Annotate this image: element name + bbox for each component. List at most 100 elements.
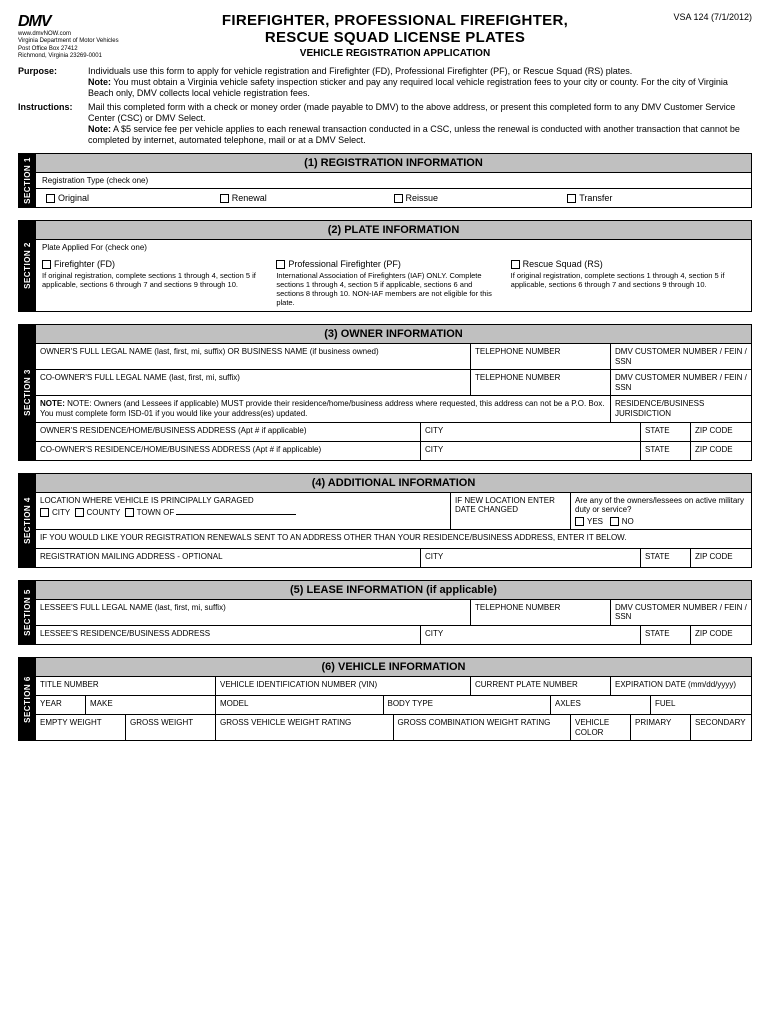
checkbox-no[interactable] bbox=[610, 517, 619, 526]
opt-renewal: Renewal bbox=[232, 193, 267, 203]
lessee-zip-label: ZIP CODE bbox=[691, 626, 751, 644]
owner-zip-label: ZIP CODE bbox=[691, 423, 751, 441]
title-line2: RESCUE SQUAD LICENSE PLATES bbox=[138, 29, 652, 46]
section-4: SECTION 4 (4) ADDITIONAL INFORMATION LOC… bbox=[18, 473, 752, 568]
section-1-header: (1) REGISTRATION INFORMATION bbox=[36, 154, 751, 173]
gvwr-label: GROSS VEHICLE WEIGHT RATING bbox=[216, 715, 394, 740]
checkbox-fd[interactable] bbox=[42, 260, 51, 269]
coowner-city-label: CITY bbox=[421, 442, 641, 460]
section-2-tab: SECTION 2 bbox=[23, 243, 32, 290]
year-label: YEAR bbox=[36, 696, 86, 714]
no-opt: NO bbox=[622, 517, 634, 526]
renewal-note: IF YOU WOULD LIKE YOUR REGISTRATION RENE… bbox=[36, 530, 751, 548]
title-no-label: TITLE NUMBER bbox=[36, 677, 216, 695]
intro-block: Purpose: Individuals use this form to ap… bbox=[18, 66, 752, 147]
agency1: Virginia Department of Motor Vehicles bbox=[18, 38, 138, 45]
newloc-label: IF NEW LOCATION ENTER DATE CHANGED bbox=[451, 493, 571, 529]
lessee-dmv-label: DMV CUSTOMER NUMBER / FEIN / SSN bbox=[611, 600, 751, 625]
vin-label: VEHICLE IDENTIFICATION NUMBER (VIN) bbox=[216, 677, 471, 695]
title-block: FIREFIGHTER, PROFESSIONAL FIREFIGHTER, R… bbox=[138, 12, 652, 59]
opt-transfer: Transfer bbox=[579, 193, 612, 203]
checkbox-renewal[interactable] bbox=[220, 194, 229, 203]
checkbox-original[interactable] bbox=[46, 194, 55, 203]
mail-city-label: CITY bbox=[421, 549, 641, 567]
section-6: SECTION 6 (6) VEHICLE INFORMATION TITLE … bbox=[18, 657, 752, 741]
lessee-state-label: STATE bbox=[641, 626, 691, 644]
purpose-note: You must obtain a Virginia vehicle safet… bbox=[88, 77, 728, 98]
coowner-dmv-label: DMV CUSTOMER NUMBER / FEIN / SSN bbox=[611, 370, 751, 395]
yes-opt: YES bbox=[587, 517, 603, 526]
form-number: VSA 124 (7/1/2012) bbox=[652, 12, 752, 22]
header: DMV www.dmvNOW.com Virginia Department o… bbox=[18, 12, 752, 60]
purpose-label: Purpose: bbox=[18, 66, 88, 100]
agency2: Post Office Box 27412 bbox=[18, 46, 138, 53]
owner-city-label: CITY bbox=[421, 423, 641, 441]
checkbox-transfer[interactable] bbox=[567, 194, 576, 203]
section-2-header: (2) PLATE INFORMATION bbox=[36, 221, 751, 240]
coowner-name-label: CO-OWNER'S FULL LEGAL NAME (last, first,… bbox=[36, 370, 471, 395]
owner-state-label: STATE bbox=[641, 423, 691, 441]
opt-reissue: Reissue bbox=[406, 193, 439, 203]
gross-wt-label: GROSS WEIGHT bbox=[126, 715, 216, 740]
purpose-note-label: Note: bbox=[88, 77, 111, 87]
instr-note: A $5 service fee per vehicle applies to … bbox=[88, 124, 740, 145]
plate-rs-sub: If original registration, complete secti… bbox=[511, 271, 735, 289]
instr-label: Instructions: bbox=[18, 102, 88, 147]
url: www.dmvNOW.com bbox=[18, 31, 138, 38]
checkbox-reissue[interactable] bbox=[394, 194, 403, 203]
checkbox-county[interactable] bbox=[75, 508, 84, 517]
coowner-addr-label: CO-OWNER'S RESIDENCE/HOME/BUSINESS ADDRE… bbox=[36, 442, 421, 460]
checkbox-yes[interactable] bbox=[575, 517, 584, 526]
lessee-city-label: CITY bbox=[421, 626, 641, 644]
checkbox-town[interactable] bbox=[125, 508, 134, 517]
lessee-phone-label: TELEPHONE NUMBER bbox=[471, 600, 611, 625]
section-1: SECTION 1 (1) REGISTRATION INFORMATION R… bbox=[18, 153, 752, 208]
coowner-zip-label: ZIP CODE bbox=[691, 442, 751, 460]
plate-fd-sub: If original registration, complete secti… bbox=[42, 271, 266, 289]
section-5-tab: SECTION 5 bbox=[23, 589, 32, 636]
section-3-header: (3) OWNER INFORMATION bbox=[36, 325, 751, 344]
section-6-tab: SECTION 6 bbox=[23, 676, 32, 723]
reg-type-label: Registration Type (check one) bbox=[36, 173, 751, 188]
owner-phone-label: TELEPHONE NUMBER bbox=[471, 344, 611, 369]
plate-pf: Professional Firefighter (PF) bbox=[288, 259, 401, 269]
section-3: SECTION 3 (3) OWNER INFORMATION OWNER'S … bbox=[18, 324, 752, 461]
make-label: MAKE bbox=[86, 696, 216, 714]
coowner-state-label: STATE bbox=[641, 442, 691, 460]
lessee-name-label: LESSEE'S FULL LEGAL NAME (last, first, m… bbox=[36, 600, 471, 625]
section-4-header: (4) ADDITIONAL INFORMATION bbox=[36, 474, 751, 493]
body-label: BODY TYPE bbox=[384, 696, 552, 714]
lessee-addr-label: LESSEE'S RESIDENCE/BUSINESS ADDRESS bbox=[36, 626, 421, 644]
section-5: SECTION 5 (5) LEASE INFORMATION (if appl… bbox=[18, 580, 752, 645]
plate-rs: Rescue Squad (RS) bbox=[523, 259, 603, 269]
plate-applied-label: Plate Applied For (check one) bbox=[36, 240, 751, 255]
plate-pf-sub: International Association of Firefighter… bbox=[276, 271, 500, 307]
agency3: Richmond, Virginia 23269-0001 bbox=[18, 53, 138, 60]
fuel-label: FUEL bbox=[651, 696, 751, 714]
garaged-label: LOCATION WHERE VEHICLE IS PRINCIPALLY GA… bbox=[40, 496, 446, 505]
checkbox-pf[interactable] bbox=[276, 260, 285, 269]
owner-name-label: OWNER'S FULL LEGAL NAME (last, first, mi… bbox=[36, 344, 471, 369]
instr-note-label: Note: bbox=[88, 124, 111, 134]
purpose-text: Individuals use this form to apply for v… bbox=[88, 66, 632, 76]
jurisdiction-label: RESIDENCE/BUSINESS JURISDICTION bbox=[611, 396, 751, 421]
color-label: VEHICLE COLOR bbox=[571, 715, 631, 740]
checkbox-city[interactable] bbox=[40, 508, 49, 517]
axles-label: AXLES bbox=[551, 696, 651, 714]
section-1-tab: SECTION 1 bbox=[23, 157, 32, 204]
logo-block: DMV www.dmvNOW.com Virginia Department o… bbox=[18, 12, 138, 60]
section-2: SECTION 2 (2) PLATE INFORMATION Plate Ap… bbox=[18, 220, 752, 312]
coowner-phone-label: TELEPHONE NUMBER bbox=[471, 370, 611, 395]
mail-state-label: STATE bbox=[641, 549, 691, 567]
section-3-tab: SECTION 3 bbox=[23, 369, 32, 416]
plate-fd: Firefighter (FD) bbox=[54, 259, 115, 269]
owner-note: NOTE: Owners (and Lessees if applicable)… bbox=[40, 399, 604, 418]
current-plate-label: CURRENT PLATE NUMBER bbox=[471, 677, 611, 695]
dmv-logo: DMV bbox=[18, 13, 51, 30]
title-line1: FIREFIGHTER, PROFESSIONAL FIREFIGHTER, bbox=[138, 12, 652, 29]
section-4-tab: SECTION 4 bbox=[23, 497, 32, 544]
model-label: MODEL bbox=[216, 696, 384, 714]
expiration-label: EXPIRATION DATE (mm/dd/yyyy) bbox=[611, 677, 751, 695]
empty-wt-label: EMPTY WEIGHT bbox=[36, 715, 126, 740]
checkbox-rs[interactable] bbox=[511, 260, 520, 269]
